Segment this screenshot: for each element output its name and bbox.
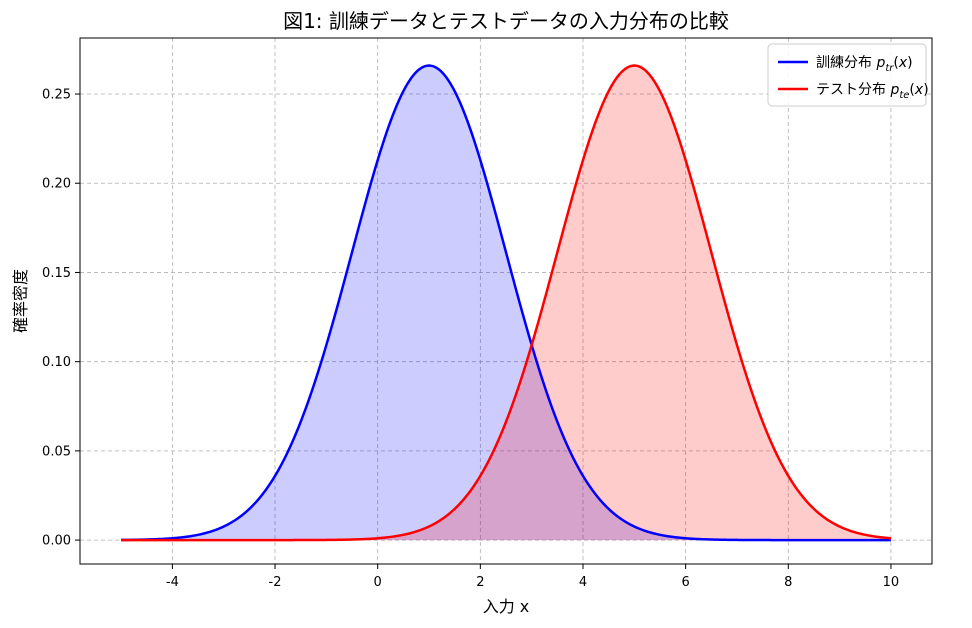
y-tick-label: 0.20 [42, 177, 71, 192]
x-tick-label: 0 [374, 575, 382, 590]
legend-label-test: テスト分布 pte(x) [816, 82, 929, 101]
y-tick-label: 0.25 [42, 88, 71, 103]
x-axis-label: 入力 x [483, 597, 530, 616]
legend-box [767, 43, 927, 107]
series-lines [121, 64, 892, 542]
x-tick-label: -2 [269, 575, 282, 590]
x-tick-label: 4 [579, 575, 587, 590]
y-tick-label: 0.00 [42, 534, 71, 549]
x-tick-label: 2 [476, 575, 484, 590]
legend: 訓練分布 ptr(x) テスト分布 pte(x) [767, 43, 929, 107]
area-fills [121, 65, 891, 541]
area-fill-train [121, 65, 891, 541]
series-line-test [121, 64, 892, 542]
x-tick-label: 10 [883, 575, 900, 590]
plot-frame [79, 37, 933, 565]
y-tick-label: 0.10 [42, 355, 71, 370]
y-axis-label: 確率密度 [11, 269, 30, 333]
y-tick-label: 0.15 [42, 266, 71, 281]
x-tick-label: 6 [681, 575, 689, 590]
x-tick-label: -4 [166, 575, 179, 590]
y-axis-ticks: 0.00 0.05 0.10 0.15 0.20 0.25 [42, 88, 80, 549]
legend-label-train: 訓練分布 ptr(x) [816, 55, 913, 74]
series-line-train [121, 64, 891, 542]
x-axis-ticks: -4 -2 0 2 4 6 8 10 [166, 564, 899, 590]
y-tick-label: 0.05 [42, 444, 71, 459]
area-fill-test [121, 65, 891, 541]
x-tick-label: 8 [784, 575, 792, 590]
chart-title: 図1: 訓練データとテストデータの入力分布の比較 [283, 9, 729, 33]
